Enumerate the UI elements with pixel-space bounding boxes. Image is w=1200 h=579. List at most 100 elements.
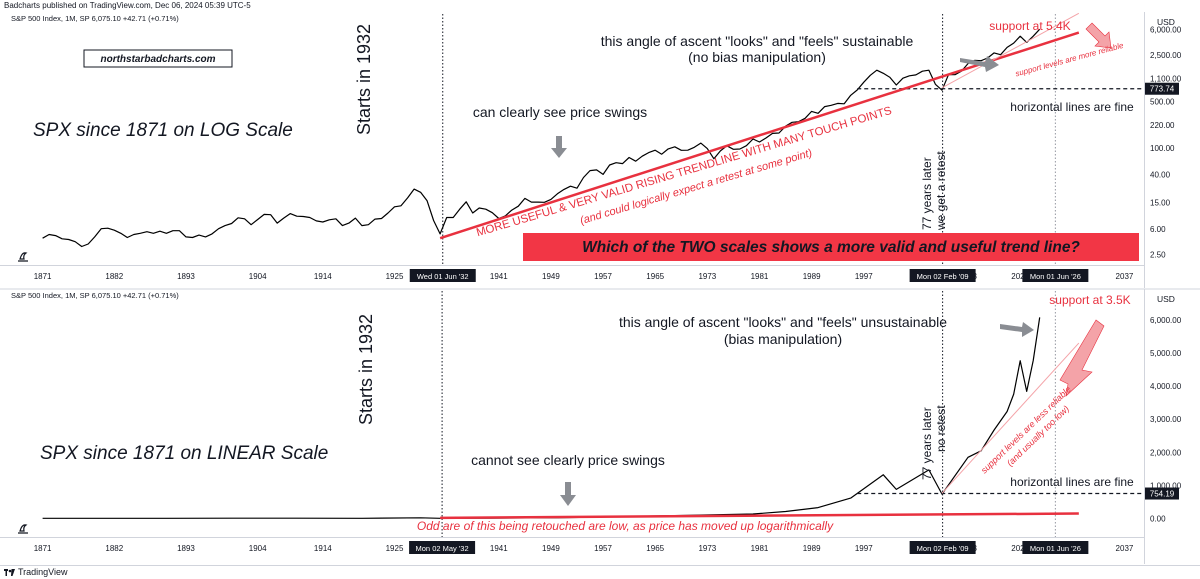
- currency-label: USD: [1157, 17, 1175, 27]
- y-tick-label: 1,000.00: [1150, 481, 1182, 490]
- note-swings: cannot see clearly price swings: [471, 452, 665, 468]
- arrow-down-right-icon: [1085, 22, 1112, 49]
- x-tick-label: 2021: [1011, 272, 1029, 281]
- x-tick-label: 2021: [1011, 544, 1029, 553]
- x-tick-label: 1965: [646, 272, 664, 281]
- x-tick-label: 1893: [177, 544, 195, 553]
- support-label: support at 3.5K: [1049, 293, 1130, 307]
- footer-brand: TradingView: [18, 567, 68, 577]
- y-tick-label: 2.50: [1150, 251, 1166, 260]
- time-highlight-label: Mon 02 May '32: [416, 544, 469, 553]
- x-tick-label: 1941: [490, 544, 508, 553]
- time-highlight-label: Wed 01 Jun '32: [417, 272, 469, 281]
- arrow-down-icon: [551, 136, 567, 158]
- x-tick-label: 1925: [386, 272, 404, 281]
- footer-bar: TradingView: [0, 566, 1200, 579]
- x-tick-label: 1893: [177, 272, 195, 281]
- starts-label: Starts in 1932: [356, 314, 376, 425]
- x-tick-label: 1925: [386, 544, 404, 553]
- price-badge-label: 754.19: [1150, 490, 1175, 499]
- note-ascent: this angle of ascent "looks" and "feels"…: [601, 33, 914, 49]
- y-tick-label: 1,100.00: [1150, 75, 1182, 84]
- time-highlight-label: Mon 02 Feb '09: [917, 544, 969, 553]
- price-line-series: [42, 28, 1041, 248]
- price-badge-box: [1145, 82, 1179, 95]
- note-bias: (no bias manipulation): [688, 49, 826, 65]
- x-tick-label: 1871: [34, 272, 52, 281]
- x-tick-label: 1973: [698, 272, 716, 281]
- horizontal-note: horizontal lines are fine: [1010, 100, 1134, 114]
- retest-line-2: no retest: [934, 405, 948, 452]
- x-tick-label: 1941: [490, 272, 508, 281]
- retest-line-1: 77 years later: [920, 157, 934, 230]
- symbol-info: S&P 500 Index, 1M, SP 6,075.10 +42.71 (+…: [11, 14, 179, 23]
- x-tick-label: 1882: [105, 272, 123, 281]
- y-tick-label: 4,000.00: [1150, 382, 1182, 391]
- x-tick-label: 1914: [314, 272, 332, 281]
- tradingview-logo-icon: [4, 569, 15, 576]
- x-tick-label: 1973: [698, 544, 716, 553]
- horizontal-note: horizontal lines are fine: [1010, 475, 1134, 489]
- arrow-right-icon: [960, 56, 999, 72]
- retest-line-1: 77 years later: [920, 407, 934, 480]
- y-tick-label: 6,000.00: [1150, 26, 1182, 35]
- y-tick-label: 40.00: [1150, 170, 1171, 179]
- log-panel-title: SPX since 1871 on LOG Scale: [33, 120, 293, 141]
- price-badge-box: [1145, 487, 1179, 500]
- y-tick-label: 100.00: [1150, 144, 1175, 153]
- publisher-header: Badcharts published on TradingView.com, …: [0, 0, 1200, 11]
- question-text: Which of the TWO scales shows a more val…: [582, 239, 1080, 256]
- linear-panel-title: SPX since 1871 on LINEAR Scale: [40, 443, 328, 464]
- y-tick-label: 6,000.00: [1150, 316, 1182, 325]
- time-highlight-box: [409, 541, 476, 554]
- x-tick-label: 1914: [314, 544, 332, 553]
- x-tick-label: 1904: [249, 272, 267, 281]
- note-bias: (bias manipulation): [724, 331, 842, 347]
- x-tick-label: 2037: [1116, 544, 1134, 553]
- publisher-text: Badcharts published on TradingView.com, …: [4, 1, 251, 10]
- log-trendline: [439, 31, 1080, 240]
- price-badge-label: 773.74: [1150, 85, 1175, 94]
- time-highlight-box: [1022, 269, 1089, 282]
- arrow-down-icon: [560, 482, 576, 506]
- x-tick-label: 1882: [105, 544, 123, 553]
- support-label: support at 5.4K: [989, 19, 1070, 33]
- x-tick-label: 1957: [594, 272, 612, 281]
- watermark-text: northstarbadcharts.com: [100, 54, 215, 65]
- watermark-box: [83, 49, 233, 68]
- dino-icon: [18, 524, 28, 534]
- x-tick-label: 2037: [1116, 272, 1134, 281]
- x-tick-label: 1989: [803, 544, 821, 553]
- note-ascent: this angle of ascent "looks" and "feels"…: [619, 314, 947, 330]
- note-swings: can clearly see price swings: [473, 104, 647, 120]
- retest-line-2: we get a retest: [934, 151, 948, 231]
- currency-label: USD: [1157, 294, 1175, 304]
- time-highlight-box: [1022, 541, 1089, 554]
- x-tick-label: 1904: [249, 544, 267, 553]
- time-highlight-box: [909, 269, 976, 282]
- y-tick-label: 3,000.00: [1150, 415, 1182, 424]
- x-tick-label: 1997: [855, 272, 873, 281]
- x-tick-label: 1965: [646, 544, 664, 553]
- x-tick-label: 1989: [803, 272, 821, 281]
- starts-label: Starts in 1932: [354, 24, 374, 135]
- arrow-down-left-icon: [1059, 319, 1105, 397]
- y-tick-label: 220.00: [1150, 121, 1175, 130]
- y-tick-label: 500.00: [1150, 97, 1175, 106]
- y-tick-label: 2,500.00: [1150, 51, 1182, 60]
- y-tick-label: 15.00: [1150, 199, 1171, 208]
- time-highlight-label: Mon 02 Feb '09: [917, 272, 969, 281]
- dino-icon: [18, 252, 28, 262]
- y-tick-label: 2,000.00: [1150, 448, 1182, 457]
- time-highlight-box: [409, 269, 476, 282]
- odds-note: Odd are of this being retouched are low,…: [417, 519, 834, 533]
- linear-channel-line: [941, 342, 1080, 494]
- price-line-series: [42, 317, 1041, 519]
- x-tick-label: 1957: [594, 544, 612, 553]
- chart-panel-linear: S&P 500 Index, 1M, SP 6,075.10 +42.71 (+…: [0, 289, 1182, 564]
- x-tick-label: 1871: [34, 544, 52, 553]
- question-banner: [523, 233, 1139, 261]
- x-tick-label: 1949: [542, 544, 560, 553]
- y-tick-label: 6.00: [1150, 225, 1166, 234]
